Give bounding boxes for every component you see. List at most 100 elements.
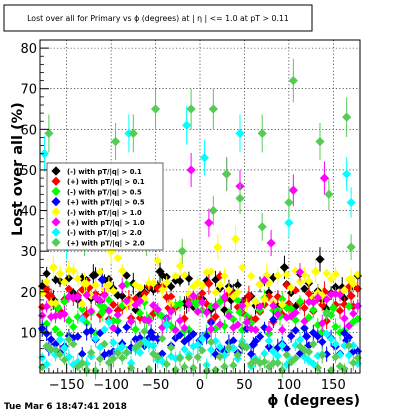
legend-label: (-) with pT/|q| > 2.0 <box>67 229 142 238</box>
data-point <box>153 334 162 343</box>
x-axis-label: ϕ (degrees) <box>267 393 360 409</box>
data-point <box>164 303 174 313</box>
x-tick-label: −150 <box>49 378 85 393</box>
legend-marker <box>51 217 61 227</box>
data-point <box>60 355 69 365</box>
data-point <box>118 301 127 310</box>
data-point <box>166 321 176 331</box>
data-point <box>175 261 185 271</box>
legend-marker <box>51 237 61 247</box>
legend-marker <box>51 176 61 186</box>
data-point <box>273 358 282 368</box>
data-point <box>198 298 207 307</box>
data-point <box>344 321 354 331</box>
data-point <box>233 320 242 329</box>
footer-timestamp: Tue Mar 6 18:47:41 2018 <box>4 402 127 412</box>
data-point <box>153 352 162 362</box>
data-point <box>162 278 171 288</box>
data-point <box>328 303 338 313</box>
data-point <box>86 306 96 316</box>
data-point <box>180 362 189 372</box>
x-tick-label: 0 <box>196 378 204 393</box>
y-tick-label: 60 <box>20 123 37 138</box>
data-point <box>186 165 196 175</box>
data-point <box>109 354 118 363</box>
data-point <box>97 307 107 317</box>
data-point <box>238 263 247 272</box>
data-point <box>73 274 82 284</box>
data-point <box>313 293 322 302</box>
data-point <box>122 323 131 332</box>
data-point <box>244 291 254 301</box>
data-point <box>104 317 114 327</box>
data-point <box>309 339 318 349</box>
data-point <box>51 345 60 354</box>
data-point <box>204 279 214 289</box>
data-point <box>118 266 127 275</box>
data-point <box>273 271 282 280</box>
data-point <box>242 343 251 352</box>
x-tick-label: 50 <box>236 378 253 393</box>
data-point <box>342 169 352 179</box>
data-point <box>193 307 202 316</box>
data-point <box>208 205 218 216</box>
data-point <box>88 270 98 281</box>
data-point <box>215 297 225 306</box>
data-point <box>162 320 171 329</box>
data-point <box>82 290 91 300</box>
data-point <box>224 343 234 352</box>
data-point <box>135 339 145 349</box>
data-point <box>189 329 198 339</box>
data-point <box>149 279 158 288</box>
data-point <box>278 300 287 309</box>
data-point <box>273 310 282 319</box>
data-point <box>78 358 87 368</box>
y-tick-label: 40 <box>20 205 37 220</box>
data-point <box>113 253 122 263</box>
data-point <box>319 287 330 297</box>
data-point <box>122 348 131 357</box>
data-point <box>208 104 218 114</box>
data-point <box>46 312 56 322</box>
data-point <box>122 271 131 280</box>
data-point <box>346 274 356 285</box>
data-point <box>235 128 245 139</box>
y-tick-label: 30 <box>20 245 37 260</box>
data-point <box>251 325 260 334</box>
data-point <box>284 299 294 309</box>
data-points <box>38 58 362 380</box>
data-point <box>126 358 136 368</box>
data-point <box>309 359 318 368</box>
legend-label: (+) with pT/|q| > 1.0 <box>67 219 145 228</box>
data-point <box>257 128 267 139</box>
data-point <box>198 289 207 298</box>
data-point <box>166 292 176 301</box>
data-point <box>229 336 238 345</box>
data-point <box>238 301 247 311</box>
data-point <box>126 317 136 326</box>
data-point <box>64 292 74 301</box>
data-point <box>255 302 265 311</box>
x-tick-label: −100 <box>93 378 129 393</box>
data-point <box>158 334 167 343</box>
data-point <box>193 352 202 362</box>
data-point <box>146 327 156 337</box>
y-tick-label: 80 <box>20 42 37 57</box>
data-point <box>295 335 305 344</box>
data-point <box>248 339 258 350</box>
data-point <box>135 333 145 343</box>
data-point <box>175 330 185 340</box>
data-point <box>100 291 109 300</box>
legend: (-) with pT/|q| > 0.1(+) with pT/|q| > 0… <box>46 162 164 251</box>
data-point <box>42 360 51 369</box>
data-point <box>144 316 154 325</box>
data-point <box>175 316 185 325</box>
data-point <box>288 76 298 86</box>
data-point <box>220 271 229 281</box>
data-point <box>322 295 331 304</box>
data-point <box>189 291 198 301</box>
data-point <box>140 289 149 299</box>
data-point <box>184 290 194 299</box>
data-point <box>273 351 282 361</box>
data-point <box>202 308 211 317</box>
